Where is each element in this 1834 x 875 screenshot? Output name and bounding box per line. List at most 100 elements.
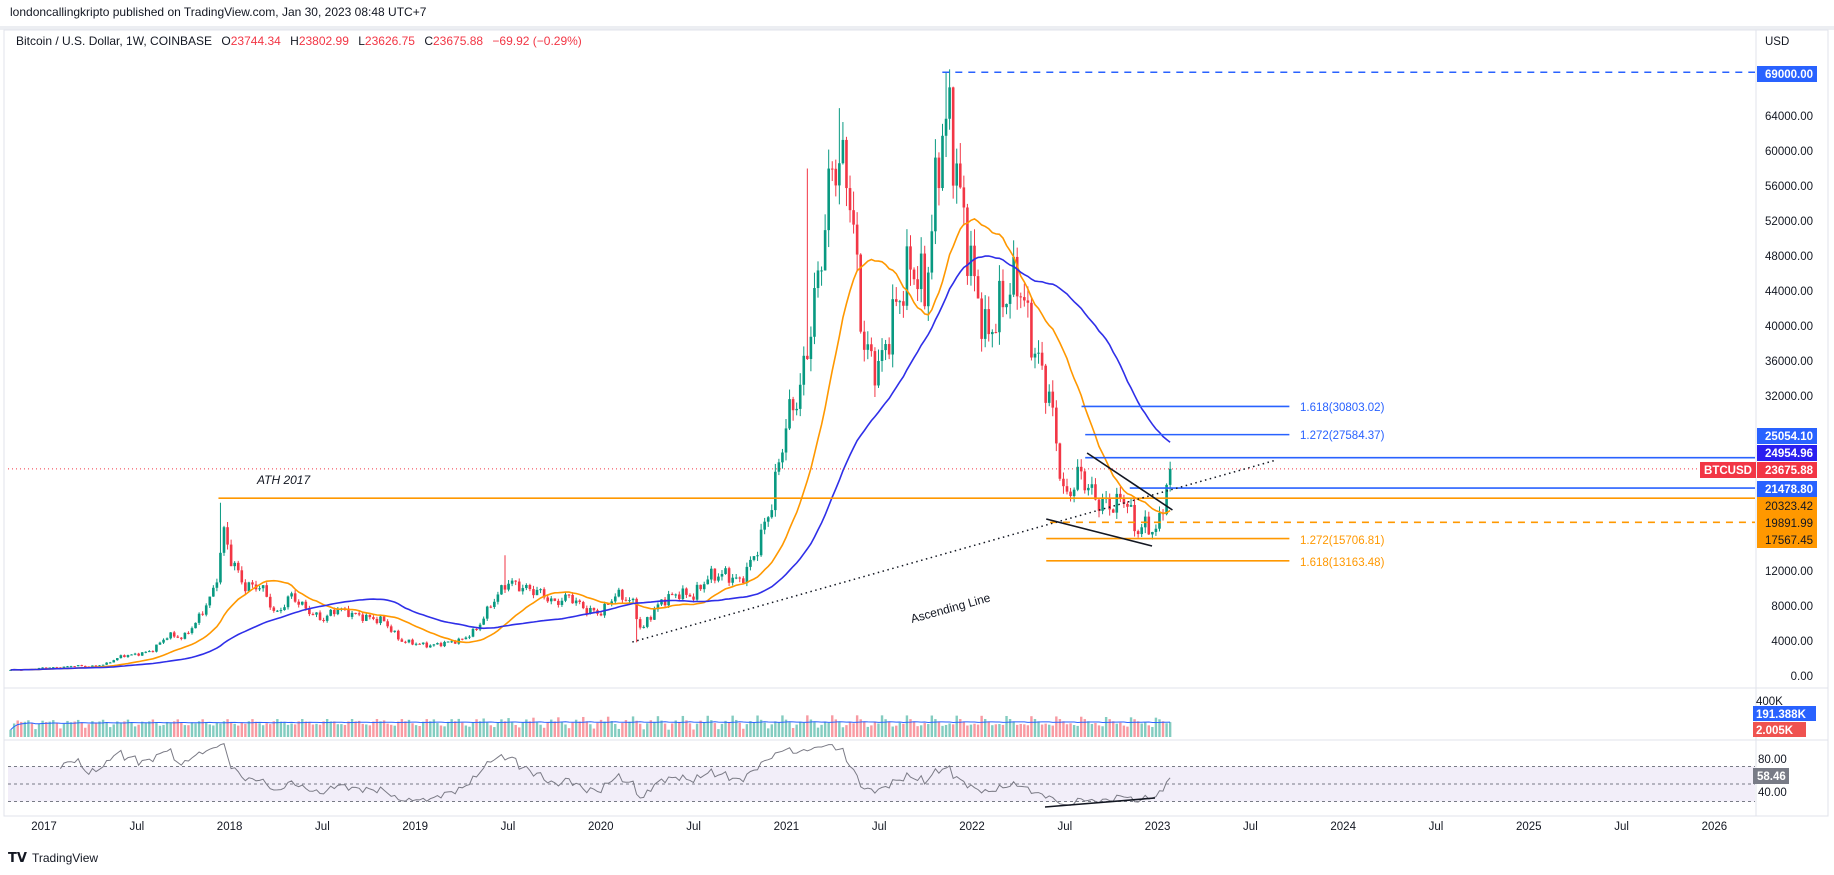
- volume-bar: [649, 720, 653, 737]
- volume-bar: [311, 724, 315, 737]
- volume-bar: [678, 721, 681, 737]
- volume-bar: [670, 723, 674, 737]
- candle-body: [923, 253, 927, 307]
- y-tick-label: 44000.00: [1765, 286, 1813, 298]
- candle-body: [219, 552, 222, 583]
- candle-body: [461, 638, 464, 640]
- candle-body: [489, 606, 493, 608]
- volume-bar: [133, 726, 137, 737]
- candle-body: [1165, 484, 1168, 515]
- volume-bar: [180, 722, 183, 737]
- candle-body: [190, 628, 194, 634]
- volume-bar: [108, 727, 112, 737]
- drawings: [8, 71, 1755, 643]
- volume-bar: [532, 717, 535, 737]
- brand-name: TradingView: [32, 851, 98, 865]
- candle-body: [1108, 498, 1111, 510]
- volume-bar: [770, 724, 773, 737]
- candle-body: [91, 665, 94, 667]
- volume-ma-value: 191.388K: [1756, 709, 1807, 721]
- x-tick-label: Jul: [872, 821, 887, 833]
- candle-body: [44, 667, 48, 669]
- candle-body: [944, 118, 948, 136]
- volume-bar: [973, 723, 976, 737]
- candle-body: [201, 613, 204, 615]
- x-tick-label: Jul: [501, 821, 516, 833]
- volume-bar: [578, 721, 581, 737]
- volume-bar: [944, 724, 948, 737]
- candle-body: [169, 632, 172, 639]
- candle-body: [108, 662, 112, 664]
- tradingview-logo[interactable]: TV TradingView: [8, 851, 98, 866]
- volume-bar: [998, 724, 1001, 737]
- volume-bar: [240, 722, 243, 737]
- candle-body: [144, 651, 148, 653]
- volume-bar: [183, 725, 187, 737]
- volume-bar: [969, 724, 973, 737]
- candle-body: [742, 578, 745, 584]
- candle-body: [311, 614, 315, 616]
- ticker-box: [1700, 462, 1756, 478]
- price-pane[interactable]: [9, 69, 1172, 671]
- volume-bar: [795, 724, 798, 737]
- candle-body: [471, 628, 475, 637]
- published-info: londoncallingkripto published on Trading…: [10, 5, 427, 19]
- candle-body: [382, 616, 386, 622]
- candle-body: [265, 585, 268, 597]
- volume-bar: [919, 725, 923, 737]
- candle-body: [1008, 294, 1012, 304]
- volume-bar: [752, 722, 756, 737]
- candle-body: [279, 610, 283, 612]
- volume-bar: [1126, 726, 1129, 737]
- volume-value: 2.005K: [1756, 725, 1794, 737]
- candle-body: [212, 587, 215, 597]
- volume-bar: [112, 724, 115, 737]
- volume-bar: [101, 719, 105, 737]
- candle-body: [802, 355, 806, 385]
- candle-body: [820, 270, 823, 272]
- candle-body: [229, 544, 233, 567]
- candle-body: [581, 602, 585, 609]
- candle-body: [446, 641, 450, 643]
- candle-body: [667, 594, 670, 606]
- volume-bar: [852, 723, 855, 737]
- volume-bar: [162, 724, 165, 737]
- candle-body: [115, 658, 119, 661]
- ma-fast-line: [10, 217, 1171, 671]
- volume-bar: [400, 719, 404, 737]
- volume-bar: [631, 716, 635, 737]
- x-tick-label: 2021: [774, 821, 800, 833]
- volume-bar: [155, 722, 158, 737]
- candle-body: [734, 577, 738, 579]
- volume-bar: [439, 725, 443, 737]
- candle-body: [631, 598, 635, 601]
- candle-body: [955, 163, 959, 186]
- candle-body: [162, 639, 165, 643]
- volume-bar: [500, 719, 503, 737]
- volume-bar: [357, 720, 361, 737]
- candle-body: [539, 589, 542, 591]
- candle-body: [261, 585, 265, 589]
- volume-bar: [197, 721, 201, 737]
- candle-body: [1019, 296, 1023, 298]
- volume-bar: [941, 725, 944, 737]
- candle-body: [286, 596, 290, 608]
- candle-body: [645, 617, 649, 627]
- y-tick-label: 12000.00: [1765, 566, 1813, 578]
- candle-body: [1154, 528, 1158, 532]
- candle-body: [774, 471, 777, 511]
- candle-body: [763, 521, 766, 530]
- candle-body: [244, 582, 247, 592]
- candle-body: [468, 636, 471, 638]
- candle-body: [606, 603, 610, 605]
- candle-body: [233, 562, 236, 567]
- candle-body: [756, 555, 759, 557]
- candle-body: [400, 639, 404, 642]
- candle-body: [677, 594, 681, 599]
- volume-bar: [44, 722, 48, 737]
- price-box: [1757, 428, 1817, 444]
- ath-2017-label: ATH 2017: [256, 473, 311, 487]
- volume-bar: [286, 724, 290, 737]
- volume-bar: [446, 721, 450, 737]
